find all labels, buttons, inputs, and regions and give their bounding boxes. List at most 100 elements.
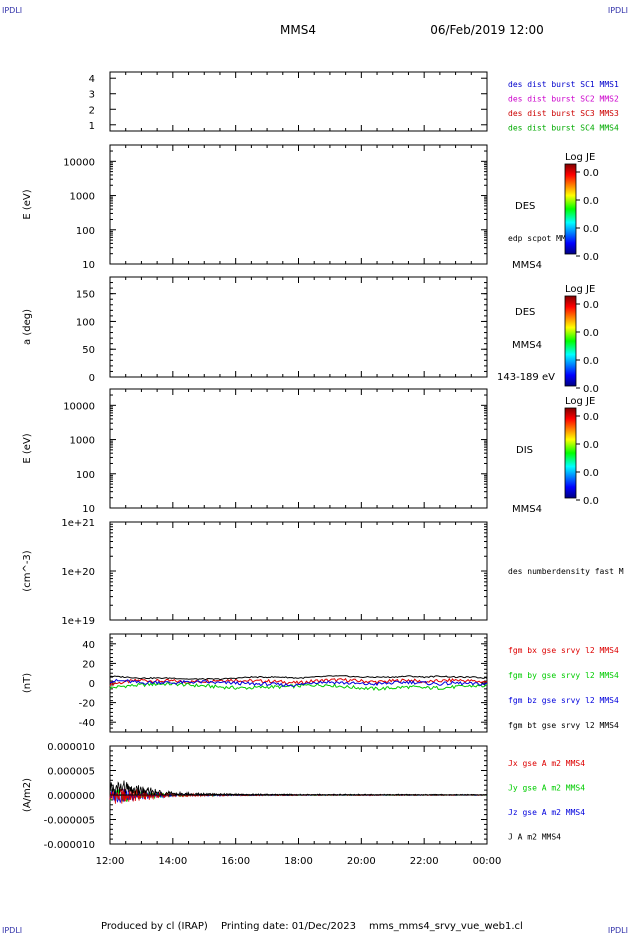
legend-entry: fgm bt gse srvy l2 MMS4 <box>508 721 619 730</box>
y-tick-label: 50 <box>82 345 95 356</box>
panel-current-density: -0.000010 -0.000005 0.000000 0.000005 0.0000… <box>22 742 585 851</box>
legend-entry: des numberdensity fast M <box>508 567 624 576</box>
page-title: MMS4 <box>280 23 316 37</box>
time-tick-label: 22:00 <box>410 856 439 867</box>
legend-entry: des dist burst SC4 MMS4 <box>508 124 619 133</box>
y-tick-label: 4 <box>89 74 95 85</box>
y-tick-label: -0.000005 <box>44 816 95 827</box>
legend-entry: Jx gse A m2 MMS4 <box>508 759 585 768</box>
panel-spacecraft-indicator: 1 2 3 4 des dist burst SC1 MMS1 des dist burs… <box>89 71 619 133</box>
y-tick-label: 2 <box>89 105 95 116</box>
y-tick-label: 0 <box>89 373 95 384</box>
panel-frame <box>109 276 488 378</box>
colorbar-tick-label: 0.0 <box>583 356 599 367</box>
y-tick-label: 150 <box>76 290 95 301</box>
y-tick-label: 1e+20 <box>61 567 95 578</box>
legend-entry: Jy gse A m2 MMS4 <box>508 784 585 793</box>
y-tick-label: 100 <box>76 317 95 328</box>
colorbar-tick-label: 0.0 <box>583 300 599 311</box>
legend-entry: Jz gse A m2 MMS4 <box>508 808 585 817</box>
side-label: DES <box>515 307 535 318</box>
panel-dis-energy-spectrogram: 10 100 1000 10000 E (eV) DIS MMS4 Log JE 0.0 0.0 0… <box>22 388 599 515</box>
legend-entry: des dist burst SC3 MMS3 <box>508 109 619 118</box>
time-tick-label: 18:00 <box>284 856 313 867</box>
y-tick-label: -40 <box>79 718 95 729</box>
side-label: MMS4 <box>512 340 542 351</box>
time-tick-label: 12:00 <box>96 856 125 867</box>
legend-entry: fgm bx gse srvy l2 MMS4 <box>508 646 619 655</box>
y-tick-label: 1e+21 <box>61 518 95 529</box>
y-axis-label: (nT) <box>22 673 33 693</box>
side-label: DES <box>515 201 535 212</box>
y-tick-label: 1 <box>89 121 95 132</box>
panel-frame <box>109 521 488 621</box>
colorbar <box>564 407 577 499</box>
panel-number-density: 1e+19 1e+20 1e+21 (cm^-3) des numberdensity … <box>22 518 624 627</box>
y-tick-label: 1e+19 <box>61 616 95 627</box>
date-time: 06/Feb/2019 12:00 <box>430 23 544 37</box>
series-line-bz <box>109 678 488 688</box>
time-tick-label: 14:00 <box>158 856 187 867</box>
colorbar <box>564 295 577 387</box>
panel-magnetic-field: -40 -20 0 20 40 (nT) fgm bx gse srvy l2 MMS4 fg… <box>22 633 619 733</box>
series-line-bt <box>109 675 488 681</box>
y-tick-label: 20 <box>82 659 95 670</box>
y-tick-label: 0.000005 <box>47 767 95 778</box>
y-tick-label: 0.000000 <box>47 791 95 802</box>
colorbar-tick-label: 0.0 <box>583 196 599 207</box>
time-tick-label: 20:00 <box>347 856 376 867</box>
colorbar-title: Log JE <box>565 396 595 407</box>
panels-group: 1 2 3 4 des dist burst SC1 MMS1 des dist burs… <box>22 71 624 867</box>
y-tick-label: 10 <box>82 260 95 271</box>
footer-produced-by: Produced by cl (IRAP) <box>101 921 208 932</box>
side-label: MMS4 <box>512 260 542 271</box>
y-tick-label: 0 <box>89 679 95 690</box>
y-tick-label: 100 <box>76 470 95 481</box>
legend-entry: J A m2 MMS4 <box>508 833 561 842</box>
y-tick-label: 0.000010 <box>47 742 95 753</box>
series-line-J <box>109 780 488 797</box>
y-tick-label: 3 <box>89 90 95 101</box>
time-tick-label: 00:00 <box>473 856 502 867</box>
y-tick-label: 1000 <box>70 436 95 447</box>
y-axis-label: a (deg) <box>22 309 33 345</box>
y-tick-label: 10000 <box>63 157 95 168</box>
panel-des-pitch-angle: 0 50 100 150 a (deg) DES MMS4 143-189 eV Log JE 0… <box>22 276 599 395</box>
overlay-label: edp scpot MMS4 <box>508 234 576 243</box>
y-tick-label: 10 <box>82 504 95 515</box>
y-tick-label: 40 <box>82 640 95 651</box>
colorbar-tick-label: 0.0 <box>583 252 599 263</box>
legend-entry: fgm bz gse srvy l2 MMS4 <box>508 696 619 705</box>
footer-right-logo: IPDLI <box>608 926 628 934</box>
colorbar-tick-label: 0.0 <box>583 496 599 507</box>
colorbar-title: Log JE <box>565 284 595 295</box>
colorbar-tick-label: 0.0 <box>583 440 599 451</box>
y-axis-label: E (eV) <box>22 189 33 219</box>
panel-des-energy-spectrogram: 10 100 1000 10000 E (eV) DES MMS4 edp scpot MMS… <box>22 144 599 271</box>
panel-frame <box>109 144 488 265</box>
y-tick-label: -0.000010 <box>44 840 95 851</box>
y-tick-label: 100 <box>76 226 95 237</box>
legend-entry: fgm by gse srvy l2 MMS4 <box>508 671 619 680</box>
colorbar-tick-label: 0.0 <box>583 384 599 395</box>
colorbar-tick-label: 0.0 <box>583 168 599 179</box>
right-logo: IPDLI <box>608 6 628 15</box>
panel-frame <box>109 388 488 509</box>
y-axis-label: (cm^-3) <box>22 550 33 591</box>
colorbar <box>564 163 577 255</box>
y-axis-label: (A/m2) <box>22 778 33 812</box>
footer-file-name: mms_mms4_srvy_vue_web1.cl <box>369 921 523 932</box>
colorbar-tick-label: 0.0 <box>583 328 599 339</box>
side-label: 143-189 eV <box>497 372 555 383</box>
left-logo: IPDLI <box>2 6 22 15</box>
legend-entry: des dist burst SC2 MMS2 <box>508 95 619 104</box>
footer-left-logo: IPDLI <box>2 926 22 934</box>
side-label: DIS <box>516 445 533 456</box>
y-axis-label: E (eV) <box>22 433 33 463</box>
colorbar-tick-label: 0.0 <box>583 468 599 479</box>
side-label: MMS4 <box>512 504 542 515</box>
panel-frame <box>109 71 488 132</box>
legend-entry: des dist burst SC1 MMS1 <box>508 80 619 89</box>
colorbar-tick-label: 0.0 <box>583 412 599 423</box>
